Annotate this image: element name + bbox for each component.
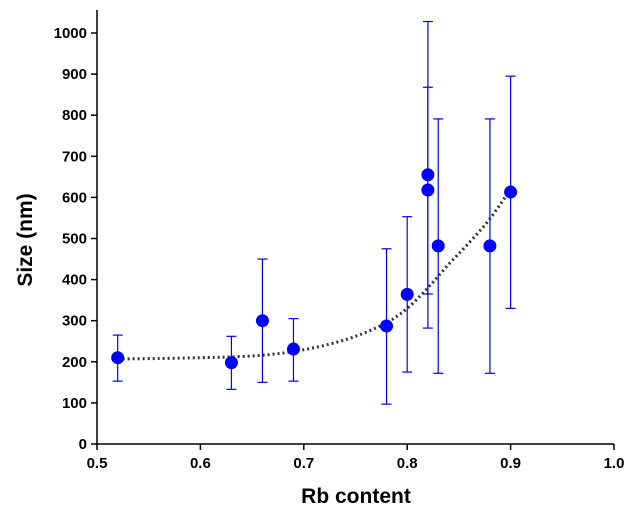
y-tick-label: 200 [62,354,87,371]
y-tick-label: 1000 [54,25,87,42]
x-tick-label: 0.6 [190,455,211,472]
x-tick-label: 0.5 [87,455,108,472]
y-tick-label: 600 [62,189,87,206]
trend-line [117,188,512,361]
x-tick-label: 0.7 [293,455,314,472]
y-tick-label: 100 [62,395,87,412]
data-points [111,168,518,370]
data-point [255,314,269,328]
data-point [483,239,497,253]
x-tick-label: 1.0 [604,455,625,472]
x-tick-label: 0.9 [500,455,521,472]
y-tick-label: 300 [62,313,87,330]
data-point [421,168,435,182]
y-tick-label: 900 [62,66,87,83]
data-point [224,356,238,370]
data-point [286,342,300,356]
y-tick-label: 0 [79,436,87,453]
y-tick-label: 700 [62,148,87,165]
data-point [380,319,394,333]
trend-line-layer [117,188,512,361]
y-axis-label: Size (nm) [14,193,37,286]
data-point [431,239,445,253]
data-point [421,183,435,197]
x-tick-label: 0.8 [397,455,418,472]
error-bars [112,20,516,405]
data-point [504,185,518,199]
y-tick-label: 400 [62,272,87,289]
tick-labels: 0.5 0.6 0.7 0.8 0.9 1.0 0 100 200 300 400 500 600 700… [54,25,625,472]
data-point [400,287,414,301]
y-tick-label: 500 [62,231,87,248]
y-tick-label: 800 [62,107,87,124]
data-point [111,351,125,365]
x-axis-label: Rb content [301,485,411,508]
axes [91,10,615,450]
